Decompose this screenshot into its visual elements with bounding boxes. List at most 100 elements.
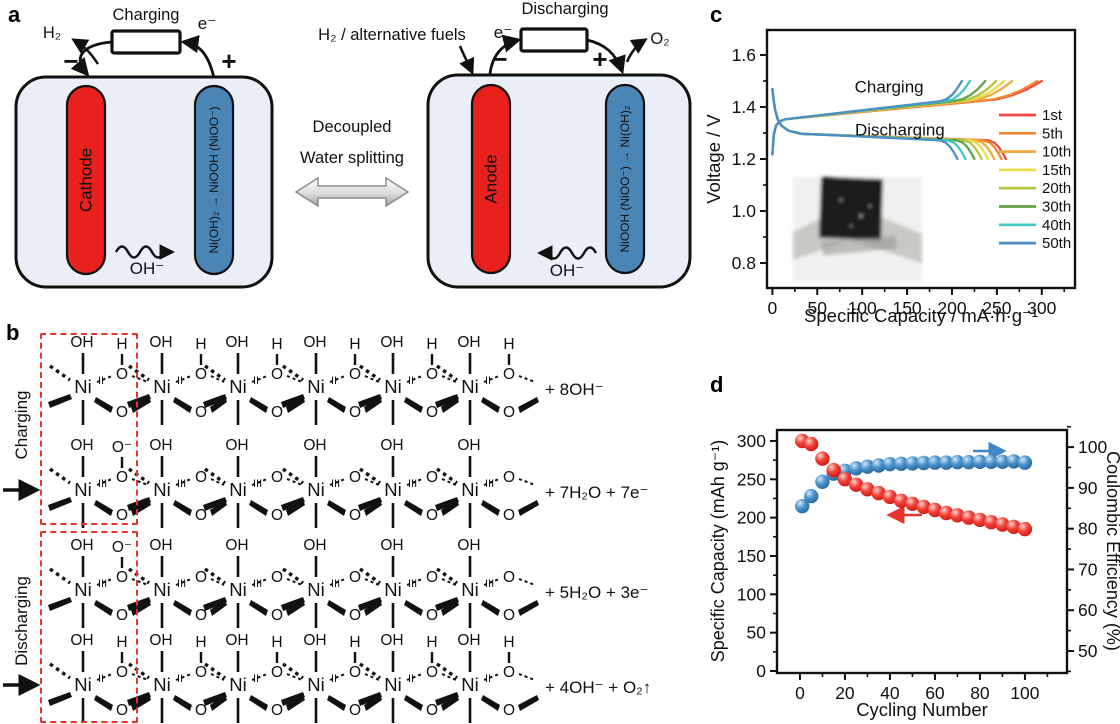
efficiency-point	[804, 488, 819, 504]
ni-atom-label: Ni	[461, 674, 478, 695]
ni-oxidation-state: II	[177, 673, 183, 685]
ni-chain-row: Ni III OH O O O⁻ Ni III OH O O Ni III OH O O Ni III OH O O Ni…	[48, 537, 648, 628]
bridging-oxygen-label: O	[195, 702, 207, 719]
hashed-bond	[359, 567, 381, 585]
bridging-oxygen-label: O	[503, 702, 515, 719]
bridging-oxygen-label: O	[271, 702, 283, 719]
ni-atom-label: Ni	[461, 479, 478, 500]
ni-oxidation-state: III	[98, 578, 107, 590]
y-left-tick-label: 200	[737, 508, 766, 528]
dashed-bond	[96, 578, 113, 586]
wedge-bond	[358, 394, 382, 408]
hashed-bond	[359, 467, 381, 485]
dashed-bond	[406, 375, 423, 383]
bridging-oxygen-label: O	[503, 404, 515, 421]
y-left-tick-label: 250	[737, 469, 766, 489]
wedge-bond	[281, 692, 305, 706]
dashed-bond	[518, 375, 536, 383]
wedge-bond	[518, 397, 539, 413]
efficiency-point	[894, 456, 909, 471]
wedge-bond	[48, 394, 72, 408]
capacity-point	[849, 477, 864, 492]
h2-out-arrow	[71, 38, 100, 65]
hydroxyl-label: OH	[225, 632, 248, 649]
bridging-hydrogen-label: H	[195, 634, 206, 651]
wedge-bond	[173, 695, 192, 711]
anode-electrode	[470, 83, 512, 275]
ni-oxidation-state: II	[177, 375, 183, 387]
top-oxygen-label: O	[349, 569, 361, 586]
dashed-bond	[441, 478, 457, 486]
wedge-bond	[404, 695, 423, 711]
dashed-bond	[286, 478, 303, 486]
legend-entry: 15th	[1042, 162, 1071, 179]
ni-atom-label: Ni	[307, 579, 324, 600]
dashed-bond	[175, 478, 192, 486]
dashed-bond	[329, 673, 346, 681]
wedge-bond	[327, 695, 346, 711]
bridging-oxygen-label: O	[271, 507, 283, 524]
hydroxyl-label: OH	[225, 537, 248, 554]
panel-c-voltage-chart: 0 50 100 150 200 250 300 0.8 1.0 1.2 1.4 1.6 Specifi…	[703, 28, 1077, 326]
efficiency-point	[927, 455, 943, 470]
wedge-bond	[364, 500, 382, 516]
hydroxide-label: OH⁻	[130, 259, 164, 278]
capacity-point	[927, 502, 943, 518]
dashed-bond	[175, 375, 192, 383]
x-tick-label: 0	[795, 683, 805, 703]
bridging-oxygen-label: O	[195, 404, 207, 421]
panel-c-label: c	[710, 2, 723, 27]
wedge-bond	[435, 497, 459, 511]
x-tick-label: 0	[768, 298, 778, 318]
efficiency-point	[871, 458, 886, 473]
x-tick-label: 200	[937, 298, 966, 318]
efficiency-point	[916, 455, 931, 471]
dashed-bond	[329, 578, 346, 586]
top-oxygen-label: O	[116, 469, 128, 486]
hydroxyl-label: OH	[457, 334, 480, 351]
top-oxygen-label: O	[503, 664, 515, 681]
wedge-bond	[435, 597, 459, 611]
ni-oxidation-state: III	[253, 578, 262, 590]
efficiency-point	[995, 454, 1010, 469]
wedge-bond	[481, 397, 500, 413]
bridging-oxygen-label: O	[349, 607, 361, 624]
efficiency-point	[815, 474, 830, 489]
photo-speck	[868, 204, 872, 208]
efficiency-point	[795, 499, 810, 514]
double-arrow-icon	[294, 176, 410, 208]
dashed-bond	[364, 478, 380, 486]
wedge-bond	[127, 497, 151, 511]
wedge-bond	[518, 695, 539, 711]
capacity-point	[916, 499, 931, 515]
discharging-title: Discharging	[521, 0, 608, 18]
ni-atom-label: Ni	[74, 376, 91, 397]
bridging-oxygen-label: O	[271, 404, 283, 421]
capacity-point	[939, 505, 954, 521]
capacity-point	[882, 489, 898, 505]
dashed-bond	[286, 673, 303, 681]
wedge-bond	[94, 600, 113, 616]
hydroxyl-label: OH	[225, 334, 248, 351]
legend-entry: 30th	[1042, 199, 1071, 216]
top-oxygen-label: O	[195, 469, 207, 486]
efficiency-point	[849, 461, 864, 476]
dashed-bond	[131, 578, 149, 586]
photo-speck	[850, 225, 852, 227]
dashed-bond	[483, 375, 500, 383]
wedge-bond	[404, 500, 423, 516]
photo-speck	[839, 198, 843, 202]
wedge-bond	[286, 397, 305, 413]
y-left-tick-label: 50	[747, 623, 767, 643]
wedge-bond	[281, 394, 305, 408]
bridging-hydrogen-label: H	[116, 634, 127, 651]
hydroxyl-label: OH	[380, 537, 403, 554]
ni-atom-label: Ni	[307, 479, 324, 500]
ni-oxidation-state: III	[408, 578, 417, 590]
wedge-bond	[286, 500, 305, 516]
top-oxygen-label: O	[271, 664, 283, 681]
ni-oxidation-state: II	[98, 673, 104, 685]
photo-shadow	[821, 235, 897, 256]
capacity-point	[837, 472, 853, 487]
